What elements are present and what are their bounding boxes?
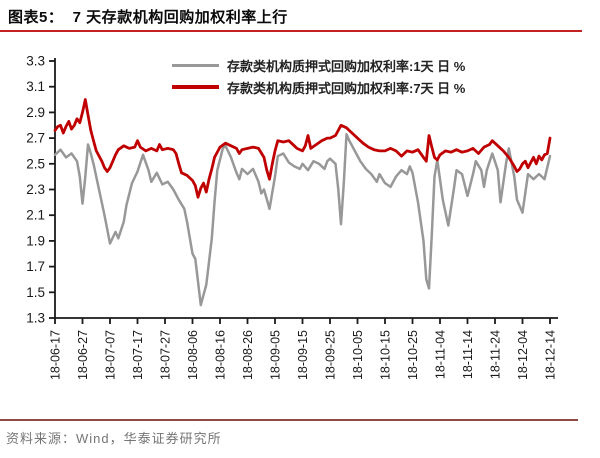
x-tick-label: 18-08-06 (186, 330, 200, 380)
x-tick-label: 18-10-25 (406, 330, 420, 380)
chart-legend: 存款类机构质押式回购加权利率:1天 日 % 存款类机构质押式回购加权利率:7天 … (172, 54, 465, 98)
x-tick-label: 18-06-17 (49, 330, 63, 380)
source-note: 资料来源：Wind，华泰证券研究所 (6, 431, 222, 446)
y-tick-label: 1.3 (26, 311, 45, 326)
series-line-7d (53, 98, 552, 199)
legend-label-1d: 存款类机构质押式回购加权利率:1天 日 % (227, 58, 466, 74)
line-chart: 1.3 1.5 1.7 1.9 2.1 2.3 2.5 2.7 2.9 3.1 3.3 18-06-1… (26, 54, 558, 380)
legend-swatch-1d (172, 63, 219, 67)
legend-item-7d: 存款类机构质押式回购加权利率:7天 日 % (172, 76, 465, 98)
x-tick-label: 18-09-15 (296, 330, 310, 380)
figure-title: 图表5： 7 天存款机构回购加权利率上行 (8, 9, 288, 26)
y-tick-label: 2.5 (26, 156, 45, 171)
x-tick-label: 18-12-14 (544, 330, 558, 380)
legend-item-1d: 存款类机构质押式回购加权利率:1天 日 % (172, 54, 465, 76)
title-underline-rule (0, 30, 582, 32)
legend-label-7d: 存款类机构质押式回购加权利率:7天 日 % (227, 80, 466, 96)
x-tick-label: 18-09-25 (324, 330, 338, 380)
y-tick-label: 1.5 (26, 285, 45, 300)
x-tick-label: 18-11-14 (461, 330, 475, 379)
x-tick-label: 18-12-04 (516, 330, 530, 380)
legend-swatch-7d (172, 85, 219, 89)
y-tick-label: 2.7 (26, 131, 45, 146)
chart-area: 1.3 1.5 1.7 1.9 2.1 2.3 2.5 2.7 2.9 3.1 3.3 18-06-1… (0, 36, 600, 416)
y-tick-label: 3.3 (26, 54, 45, 69)
x-tick-label: 18-09-05 (269, 330, 283, 380)
x-tick-label: 18-07-17 (131, 330, 145, 380)
x-tick-label: 18-07-07 (104, 330, 118, 380)
x-tick-label: 18-06-27 (76, 330, 90, 380)
x-tick-label: 18-10-05 (351, 330, 365, 380)
footer-rule (0, 419, 578, 421)
y-tick-label: 2.3 (26, 182, 45, 197)
x-tick-label: 18-08-26 (241, 330, 255, 380)
series-line-1d (53, 132, 552, 307)
x-tick-label: 18-11-24 (489, 330, 503, 379)
x-tick-label: 18-07-27 (159, 330, 173, 380)
y-tick-label: 1.9 (26, 233, 45, 248)
x-tick-label: 18-11-04 (434, 330, 448, 379)
y-tick-label: 1.7 (26, 259, 45, 274)
x-tick-label: 18-10-15 (379, 330, 393, 380)
y-tick-label: 2.1 (26, 208, 45, 223)
x-tick-label: 18-08-16 (214, 330, 228, 380)
y-tick-label: 2.9 (26, 105, 45, 120)
y-tick-label: 3.1 (26, 79, 45, 94)
